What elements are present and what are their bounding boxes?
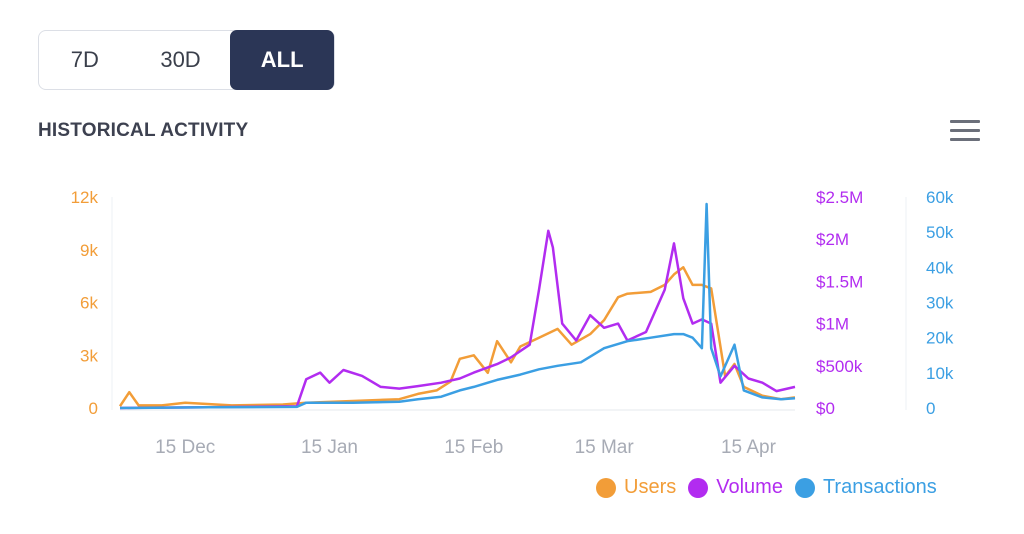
y-tick-label: 50k xyxy=(926,223,954,242)
x-tick-label: 15 Dec xyxy=(155,437,215,458)
range-all-button[interactable]: ALL xyxy=(230,30,334,90)
legend-label-transactions: Transactions xyxy=(822,476,937,498)
y-tick-label: $2.5M xyxy=(816,188,863,207)
time-range-selector: 7D 30D ALL xyxy=(38,30,335,90)
chart-title: HISTORICAL ACTIVITY xyxy=(38,120,249,141)
chart-legend: Users Volume Transactions xyxy=(596,476,949,499)
users-line xyxy=(118,266,796,407)
x-tick-label: 15 Jan xyxy=(301,437,358,458)
y-tick-label: $2M xyxy=(816,230,849,249)
volume-line xyxy=(119,229,796,410)
y-tick-label: 20k xyxy=(926,329,954,348)
legend-item-volume[interactable]: Volume xyxy=(688,476,783,499)
legend-item-users[interactable]: Users xyxy=(596,476,676,499)
y-tick-label: $1M xyxy=(816,315,849,334)
transactions-dot-icon xyxy=(794,477,815,498)
y-tick-label: $500k xyxy=(816,357,863,376)
transactions-line xyxy=(119,202,796,410)
x-tick-label: 15 Apr xyxy=(721,437,777,458)
y-tick-label: 10k xyxy=(926,364,954,383)
range-30d-button[interactable]: 30D xyxy=(160,47,201,72)
y-tick-label: 0 xyxy=(89,399,98,418)
hamburger-menu-icon[interactable] xyxy=(950,120,980,142)
y-tick-label: 60k xyxy=(926,188,954,207)
y-tick-label: $0 xyxy=(816,399,835,418)
y-tick-label: 6k xyxy=(80,294,98,313)
range-7d-button[interactable]: 7D xyxy=(70,47,99,72)
legend-label-users: Users xyxy=(624,476,677,498)
y-tick-label: 9k xyxy=(80,241,98,260)
x-tick-label: 15 Mar xyxy=(575,437,635,458)
y-tick-label: 40k xyxy=(926,258,954,277)
x-tick-label: 15 Feb xyxy=(444,437,503,458)
y-tick-label: 12k xyxy=(71,188,99,207)
legend-label-volume: Volume xyxy=(716,476,783,498)
y-tick-label: $1.5M xyxy=(816,272,863,291)
y-tick-label: 30k xyxy=(926,294,954,313)
y-tick-label: 0 xyxy=(926,399,935,418)
volume-dot-icon xyxy=(688,477,709,498)
users-dot-icon xyxy=(596,477,616,498)
legend-item-transactions[interactable]: Transactions xyxy=(794,476,937,499)
y-tick-label: 3k xyxy=(80,346,98,365)
